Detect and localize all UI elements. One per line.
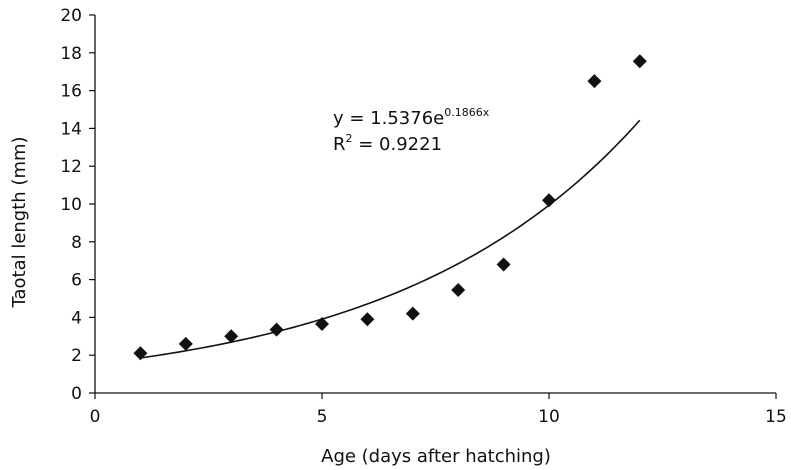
y-tick-label: 12 [60,157,82,177]
y-tick-label: 4 [71,308,82,328]
equation-prefix: y = 1.5376e [333,108,444,129]
r2-value: = 0.9221 [353,134,443,155]
y-tick-label: 6 [71,271,82,291]
y-tick-label: 16 [60,82,82,102]
x-tick-label: 5 [317,407,328,427]
data-point-marker [633,54,647,68]
y-tick-label: 8 [71,233,82,253]
data-point-marker [497,257,511,271]
x-tick-label: 0 [90,407,101,427]
y-tick-label: 10 [60,195,82,215]
trendline [140,120,639,358]
y-tick-label: 18 [60,44,82,64]
trendline-group [140,120,639,358]
y-tick-label: 2 [71,346,82,366]
y-ticks: 0 2 4 6 8 10 12 14 16 18 20 [60,6,95,404]
trendline-equation: y = 1.5376e0.1866x [333,106,490,129]
data-point-marker [360,312,374,326]
y-tick-label: 0 [71,384,82,404]
data-point-marker [133,346,147,360]
y-axis-title: Taotal length (mm) [9,136,30,308]
data-point-marker [315,317,329,331]
data-point-marker [406,307,420,321]
r2-prefix: R [333,134,346,155]
axes [95,15,776,393]
r-squared-label: R2 = 0.9221 [333,132,442,155]
data-points [133,54,646,360]
data-point-marker [270,323,284,337]
data-point-marker [587,74,601,88]
y-tick-label: 20 [60,6,82,26]
data-point-marker [451,283,465,297]
x-ticks: 0 5 10 15 [90,393,787,427]
equation-exponent: 0.1866x [444,106,489,119]
data-point-marker [179,337,193,351]
x-axis-title: Age (days after hatching) [321,446,551,467]
x-tick-label: 15 [765,407,787,427]
y-tick-label: 14 [60,119,82,139]
x-tick-label: 10 [538,407,560,427]
r2-superscript: 2 [346,132,353,145]
data-point-marker [542,193,556,207]
